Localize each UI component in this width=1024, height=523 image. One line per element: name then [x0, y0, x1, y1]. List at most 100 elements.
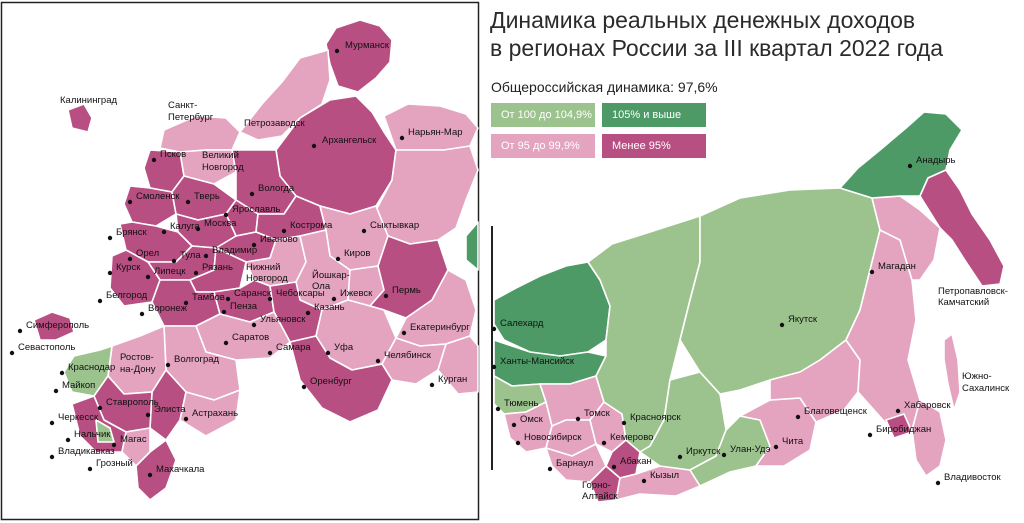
region-orenburg [289, 335, 393, 423]
city-label: Нальчик [74, 429, 111, 440]
city-label: Воронеж [148, 303, 188, 314]
city-label: Краснодар [68, 362, 115, 373]
city-label: Курган [438, 374, 467, 385]
city-dot [267, 296, 273, 302]
city-dot [335, 256, 341, 262]
region-primorsky [911, 399, 947, 477]
city-label: Оренбург [310, 376, 352, 387]
city-label: Липецк [154, 266, 186, 277]
city-label: Владивосток [944, 472, 1002, 483]
city-label: Волгоград [174, 354, 220, 365]
city-dot [251, 322, 257, 328]
city-label: Тула [180, 250, 201, 261]
city-dot [311, 143, 317, 149]
city-label: Якутск [788, 314, 818, 325]
city-label: Улан-Удэ [730, 444, 771, 455]
city-dot [185, 199, 191, 205]
city-label: Брянск [116, 227, 148, 238]
city-label: Орел [136, 248, 159, 259]
city-dot [161, 229, 167, 235]
city-label: Новгород [246, 273, 288, 284]
city-label: Смоленск [136, 191, 180, 202]
city-label: Екатеринбург [410, 322, 470, 333]
city-dot [611, 464, 617, 470]
city-dot [429, 382, 435, 388]
city-dot [361, 228, 367, 234]
city-label: Благовещенск [804, 406, 868, 417]
city-dot [87, 466, 93, 472]
city-label: Калининград [60, 95, 117, 106]
city-label: Омск [520, 414, 544, 425]
city-label: Горно- [582, 480, 611, 491]
city-label: Великий [202, 150, 239, 161]
city-label: Йошкар- [312, 269, 350, 281]
title-line-2: в регионах России за III квартал 2022 го… [490, 35, 944, 61]
city-dot [325, 350, 331, 356]
city-label: Петропавловск- [938, 286, 1008, 297]
city-label: Тюмень [504, 398, 538, 409]
legend-below-95: Менее 95% [602, 134, 706, 158]
city-label: Петрозаводск [244, 118, 306, 129]
city-dot [127, 199, 133, 205]
city-label: Биробиджан [876, 424, 931, 435]
city-label: Владикавказ [58, 446, 115, 457]
city-label: Севастополь [18, 342, 75, 353]
city-label: Ульяновск [260, 314, 306, 325]
national-dynamics-subtitle: Общероссийская динамика: 97,6% [491, 79, 718, 95]
city-dot [53, 388, 59, 394]
city-label: Хабаровск [904, 400, 951, 411]
city-label: Калуга [170, 221, 200, 232]
city-label: Владимир [212, 245, 257, 256]
city-label: Кострома [290, 220, 333, 231]
city-dot [399, 135, 405, 141]
city-label: Саранск [234, 288, 272, 299]
city-label: Чита [782, 436, 804, 447]
legend-105-plus: 105% и выше [602, 103, 706, 127]
map-title: Динамика реальных денежных доходов в рег… [490, 6, 1010, 62]
city-dot [249, 191, 255, 197]
city-label: Магас [120, 434, 147, 445]
city-dot [49, 420, 55, 426]
city-dot [145, 274, 151, 280]
city-label: Пермь [392, 285, 421, 296]
city-dot [193, 270, 199, 276]
city-label: Вологда [258, 183, 295, 194]
city-dot [267, 350, 273, 356]
city-dot [9, 350, 15, 356]
city-label: Ростов- [120, 352, 154, 363]
city-dot [221, 309, 227, 315]
city-dot [97, 298, 103, 304]
city-dot [223, 212, 229, 218]
city-dot [147, 472, 153, 478]
city-dot [491, 326, 497, 332]
city-label: Белгород [106, 290, 148, 301]
city-label: Анадырь [916, 155, 956, 166]
legend-95-100: От 95 до 99,9% [491, 134, 595, 158]
city-dot [171, 258, 177, 264]
city-dot [869, 269, 875, 275]
city-dot [281, 228, 287, 234]
region-karachay [95, 419, 115, 443]
city-dot [225, 296, 231, 302]
city-dot [65, 437, 71, 443]
region-chukotka [839, 111, 963, 199]
city-label: Ижевск [340, 288, 373, 299]
city-label: Самара [276, 342, 311, 353]
city-label: Рязань [202, 262, 233, 273]
city-label: Чебоксары [276, 288, 325, 299]
city-label: Новгород [202, 162, 244, 173]
city-label: Казань [314, 302, 345, 313]
city-dot [375, 358, 381, 364]
city-dot [601, 440, 607, 446]
city-dot [895, 408, 901, 414]
city-dot [907, 163, 913, 169]
city-dot [867, 432, 873, 438]
city-label: Псков [160, 149, 186, 160]
city-label: Магадан [878, 261, 916, 272]
city-label: Элиста [154, 404, 186, 415]
city-label: Нижний [246, 262, 280, 273]
city-label: Мурманск [345, 40, 390, 51]
city-dot [97, 405, 103, 411]
city-dot [383, 293, 389, 299]
